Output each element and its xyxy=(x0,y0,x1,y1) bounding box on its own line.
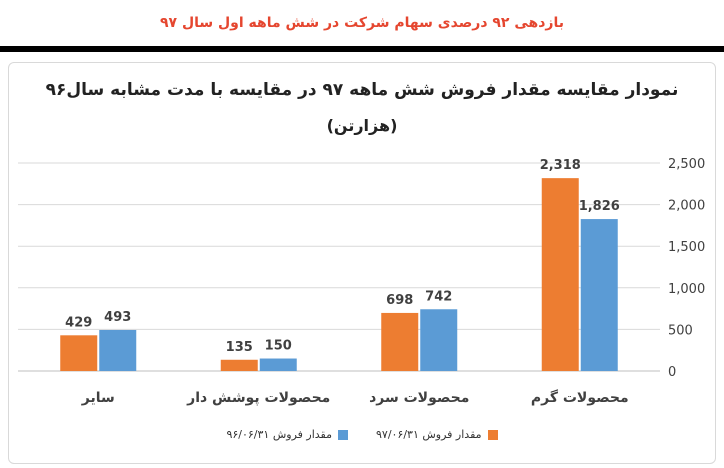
bar xyxy=(541,178,579,371)
data-label: 2,318 xyxy=(540,158,581,173)
data-label: 135 xyxy=(226,340,253,355)
x-tick-label: محصولات سرد xyxy=(369,390,469,406)
legend: مقدار فروش ۹۷/۰۶/۳۱ مقدار فروش ۹۶/۰۶/۳۱ xyxy=(0,428,724,441)
x-tick-label: سایر xyxy=(81,390,115,406)
chart-title: نمودار مقایسه مقدار فروش شش ماهه ۹۷ در م… xyxy=(45,80,679,100)
y-tick-label: 1,500 xyxy=(668,240,705,255)
chart-subtitle: (هزارتن) xyxy=(326,116,398,135)
headline: بازدهی ۹۲ درصدی سهام شرکت در شش ماهه اول… xyxy=(160,15,564,31)
y-tick-label: 1,000 xyxy=(668,282,705,297)
x-tick-label: محصولات گرم xyxy=(531,389,629,406)
y-tick-label: 0 xyxy=(668,365,676,380)
legend-swatch-96 xyxy=(338,429,348,440)
data-label: 698 xyxy=(386,293,413,308)
bar xyxy=(259,358,297,371)
divider xyxy=(0,46,724,52)
data-label: 493 xyxy=(104,310,131,325)
data-label: 429 xyxy=(65,315,92,330)
bar xyxy=(60,335,98,371)
y-tick-label: 500 xyxy=(668,323,693,338)
bar xyxy=(99,329,137,371)
data-label: 1,826 xyxy=(579,199,620,214)
bar xyxy=(580,219,618,371)
legend-item-97: مقدار فروش ۹۷/۰۶/۳۱ xyxy=(376,428,498,441)
y-tick-label: 2,500 xyxy=(668,157,705,172)
y-tick-label: 2,000 xyxy=(668,199,705,214)
legend-swatch-97 xyxy=(487,429,498,440)
data-label: 742 xyxy=(425,289,452,304)
legend-label-97: مقدار فروش ۹۷/۰۶/۳۱ xyxy=(376,428,482,441)
data-label: 150 xyxy=(265,339,292,354)
bar xyxy=(220,359,258,371)
bar xyxy=(381,312,419,371)
legend-label-96: مقدار فروش ۹۶/۰۶/۳۱ xyxy=(226,428,332,441)
legend-item-96: مقدار فروش ۹۶/۰۶/۳۱ xyxy=(226,428,348,441)
x-tick-label: محصولات پوشش دار xyxy=(186,390,330,406)
bar xyxy=(420,309,458,371)
